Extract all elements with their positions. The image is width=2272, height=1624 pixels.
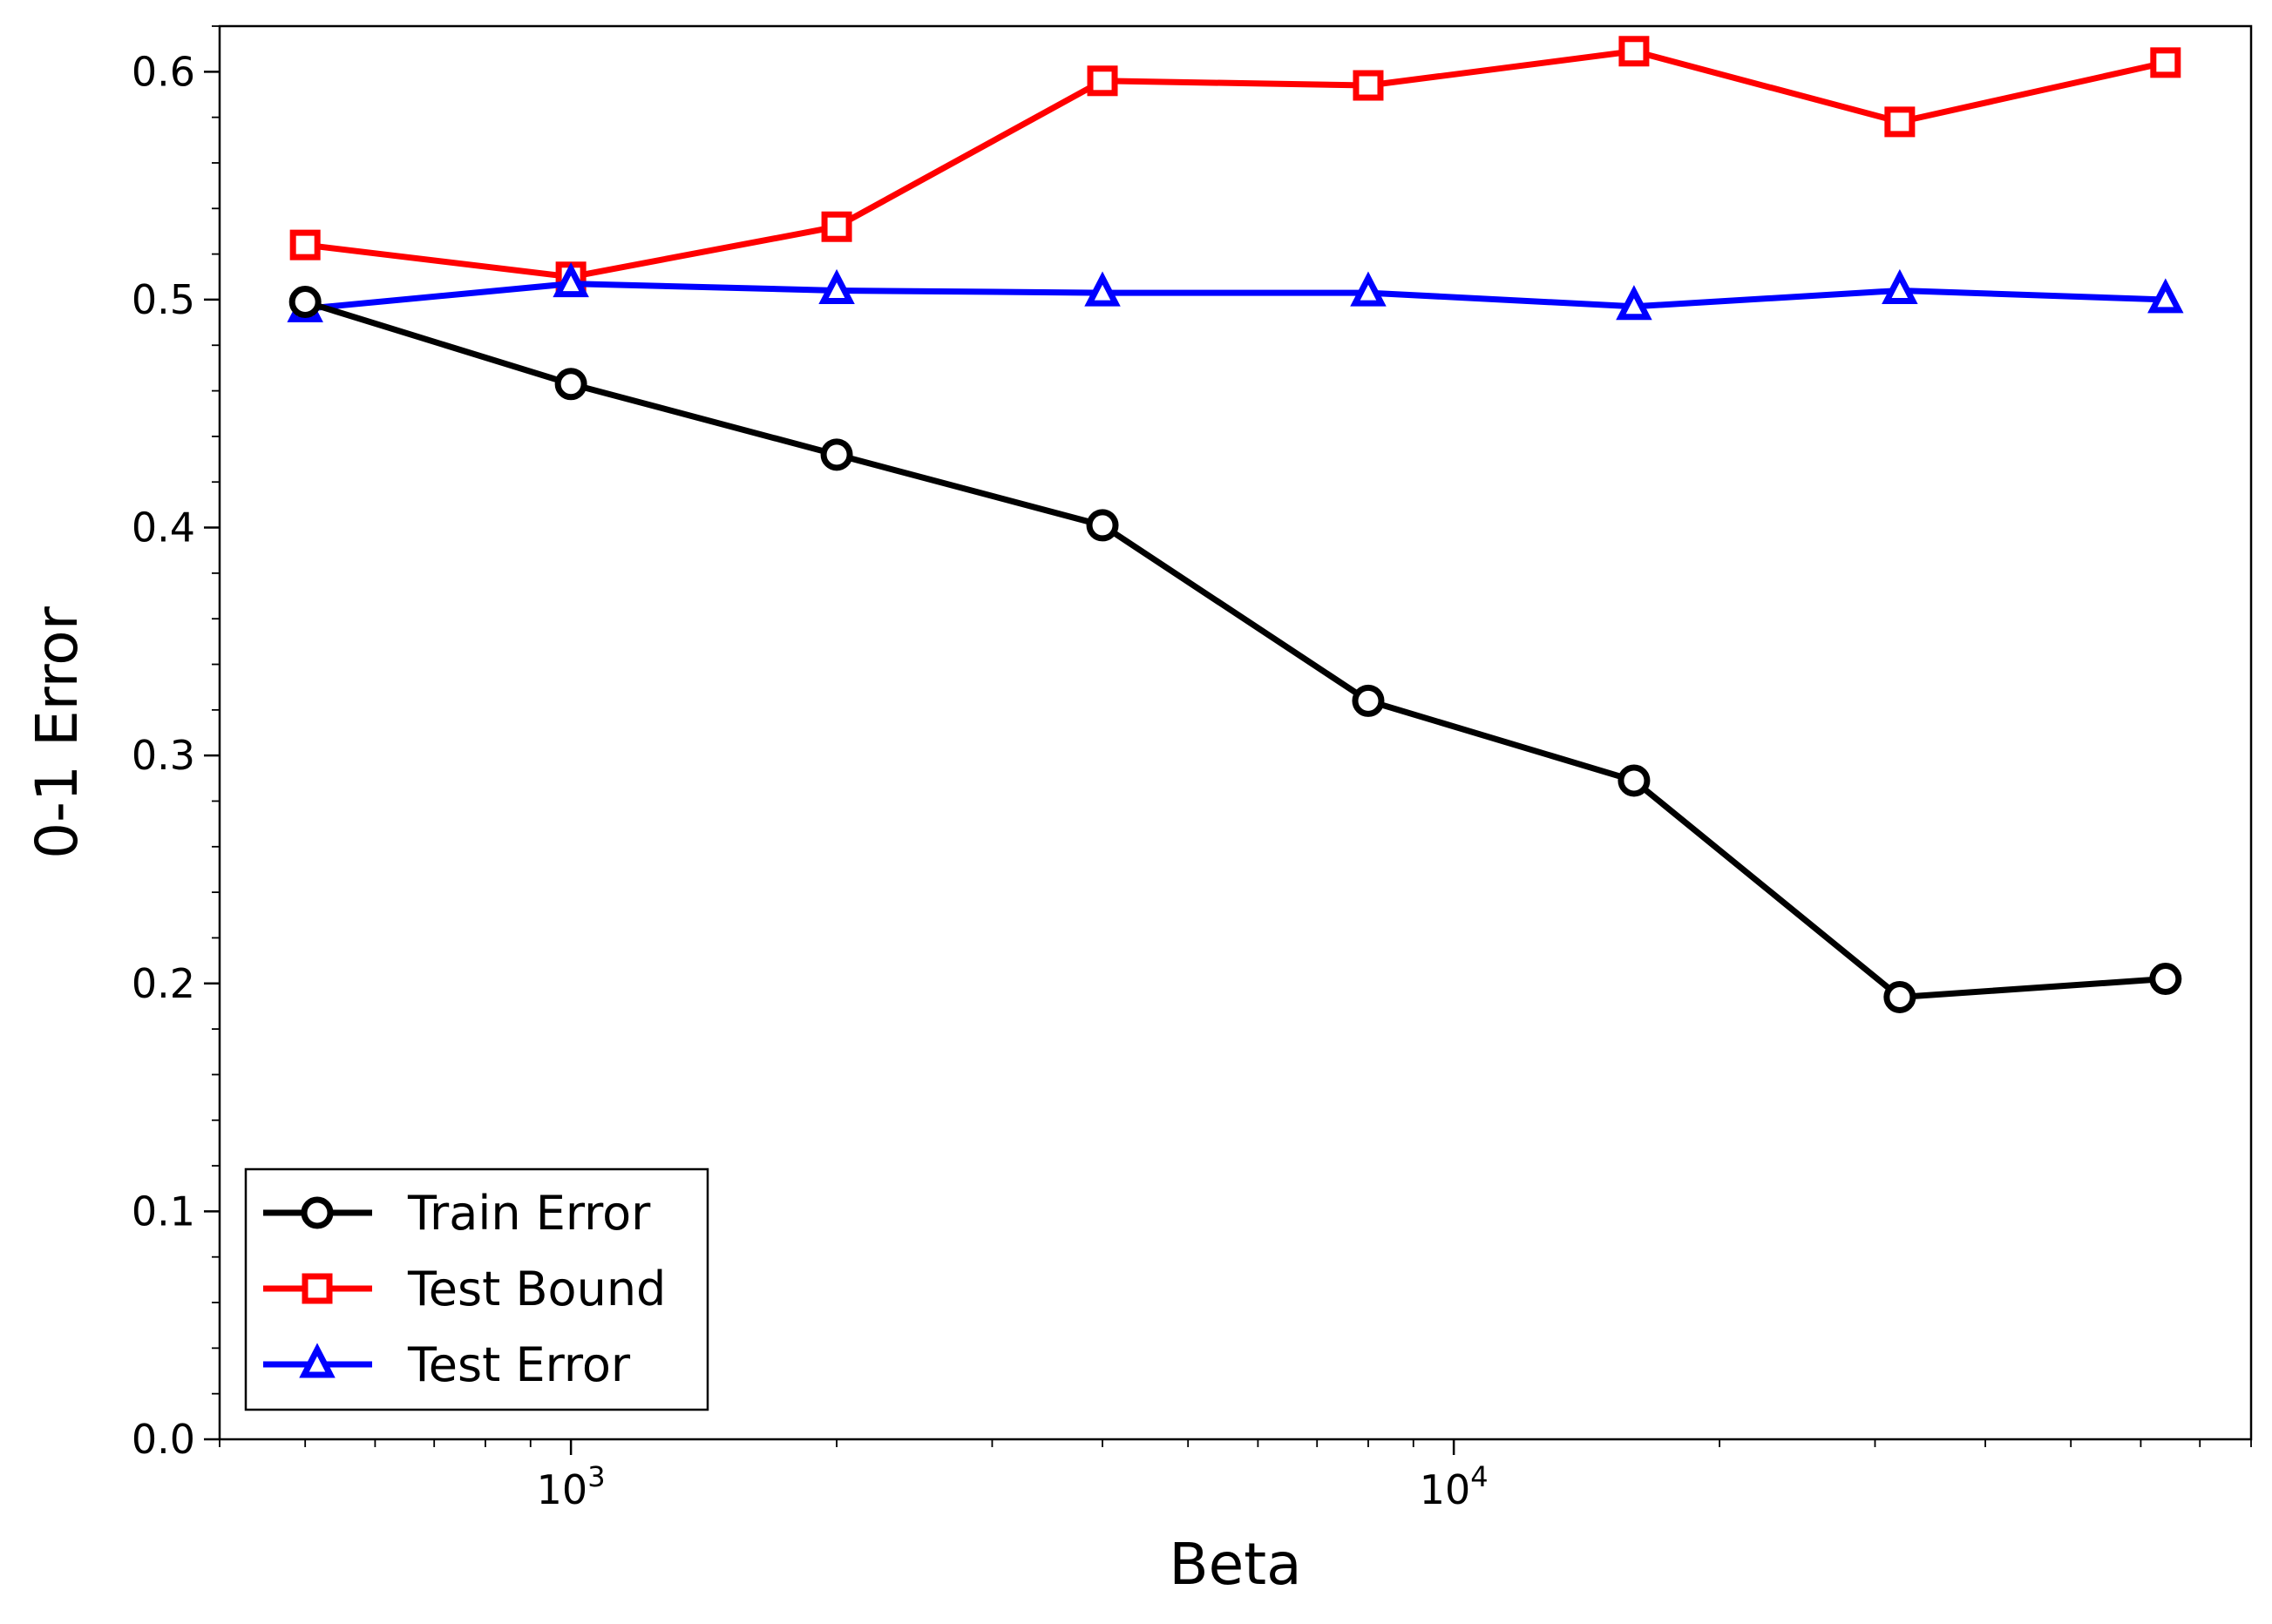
data-point (1882, 268, 1918, 304)
data-point (1352, 684, 1385, 717)
y-tick-label: 0.6 (132, 48, 195, 95)
data-point (1616, 285, 1652, 321)
series-line (304, 48, 2167, 281)
data-point (553, 262, 589, 298)
legend-label: Test Bound (407, 1262, 666, 1316)
data-point (1618, 764, 1651, 797)
data-point (1350, 271, 1387, 307)
legend-item: Train Error (263, 1186, 651, 1241)
data-point (1883, 980, 1916, 1013)
data-point (820, 438, 853, 471)
y-tick-label: 0.0 (132, 1416, 195, 1463)
legend-label: Test Error (407, 1337, 631, 1392)
legend: Train Error Test Bound Test Error (244, 1167, 709, 1411)
data-point (1084, 271, 1121, 307)
x-axis-title: Beta (1169, 1531, 1301, 1598)
y-tick-label: 0.4 (132, 504, 195, 551)
series-line (304, 299, 2167, 1000)
series-test-error (287, 262, 2184, 322)
data-point (1087, 65, 1118, 97)
y-tick-label: 0.2 (132, 960, 195, 1007)
series-train-error (288, 286, 2182, 1013)
series-line (304, 281, 2166, 312)
data-point (821, 211, 852, 242)
data-point (1353, 70, 1384, 101)
axis-ticks: 0.0 0.1 0.2 0.3 0.4 0.5 0.6 103 104 (132, 25, 2252, 1513)
data-point (288, 286, 322, 319)
x-tick-label: 103 (537, 1460, 606, 1513)
legend-item: Test Error (263, 1337, 631, 1392)
legend-marker (301, 1196, 334, 1229)
data-point (818, 268, 855, 304)
data-point (2147, 278, 2184, 314)
legend-item: Test Bound (263, 1262, 666, 1316)
legend-marker (302, 1273, 333, 1304)
data-point (289, 229, 321, 261)
data-point (2149, 963, 2182, 996)
legend-marker (299, 1343, 336, 1378)
y-axis-title: 0-1 Error (24, 606, 91, 859)
data-point (2150, 47, 2181, 78)
data-point (1618, 36, 1650, 67)
y-tick-label: 0.1 (132, 1188, 195, 1235)
x-tick-label: 104 (1420, 1460, 1489, 1513)
data-point (554, 368, 587, 401)
data-point (1086, 509, 1119, 542)
plot-area-frame (218, 24, 2253, 1441)
y-tick-label: 0.5 (132, 276, 195, 323)
legend-label: Train Error (407, 1186, 651, 1241)
series-layer (287, 36, 2184, 1013)
y-tick-label: 0.3 (132, 732, 195, 779)
data-point (1884, 106, 1916, 138)
